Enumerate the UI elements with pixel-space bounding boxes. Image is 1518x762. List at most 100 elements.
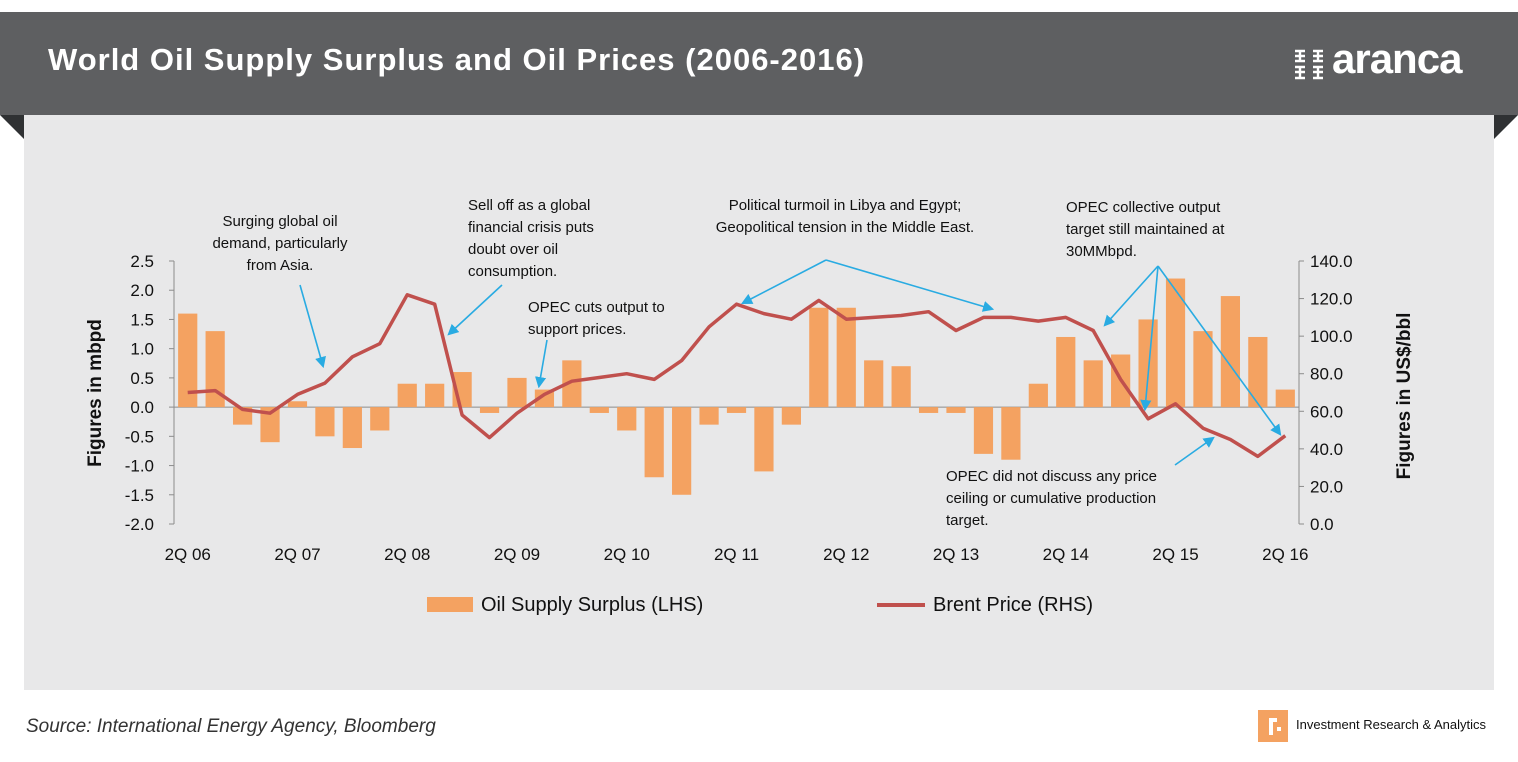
surplus-bar	[1193, 331, 1213, 408]
left-tick-label: 0.5	[130, 369, 154, 388]
annotation-arrow	[1174, 436, 1215, 466]
surplus-bar	[1138, 319, 1158, 408]
surplus-bar	[260, 407, 280, 443]
right-tick-label: 0.0	[1310, 515, 1334, 534]
surplus-bar	[1220, 296, 1241, 408]
aranca-mark-icon	[1258, 710, 1288, 742]
right-tick-label: 20.0	[1310, 477, 1343, 496]
x-tick-label: 2Q 10	[604, 545, 650, 564]
combo-chart: 2.5 2.0 1.5 1.0 0.5 0.0 -0.5 -1.0 -1.5 -2.0 140.0 1…	[85, 197, 1415, 616]
left-tick-label: -0.5	[125, 427, 154, 446]
surplus-bar	[178, 313, 198, 408]
logo-wordmark: aranca	[1332, 35, 1462, 82]
x-tick-label: 2Q 14	[1043, 545, 1089, 564]
left-tick-label: -1.5	[125, 486, 154, 505]
brand-tagline: Investment Research & Analytics	[1296, 717, 1487, 732]
annotation-text: 30MMbpd.	[1066, 243, 1137, 260]
annotation-arrow	[1157, 265, 1282, 436]
surplus-bar	[1165, 278, 1186, 408]
aranca-mark-icon	[1295, 49, 1323, 80]
legend-label-surplus: Oil Supply Surplus (LHS)	[481, 594, 703, 616]
annotation-text: ceiling or cumulative production	[946, 490, 1156, 507]
surplus-bar	[672, 407, 692, 495]
x-tick-label: 2Q 07	[274, 545, 320, 564]
x-tick-label: 2Q 11	[714, 545, 759, 564]
annotation-text: OPEC cuts output to	[528, 299, 665, 316]
x-tick-label: 2Q 12	[823, 545, 869, 564]
left-tick-label: -1.0	[125, 457, 154, 476]
right-tick-label: 40.0	[1310, 440, 1343, 459]
surplus-bar	[644, 407, 664, 478]
y-axis-title-left: Figures in mbpd	[85, 319, 106, 467]
surplus-bar	[726, 407, 747, 413]
annotation-text: demand, particularly	[212, 235, 348, 252]
header-bar: World Oil Supply Surplus and Oil Prices …	[0, 12, 1518, 115]
x-tick-label: 2Q 15	[1152, 545, 1198, 564]
annotation-text: consumption.	[468, 263, 557, 280]
ribbon-fold-right	[1494, 115, 1518, 139]
annotation-text: target still maintained at	[1066, 221, 1225, 238]
left-tick-label: 1.5	[130, 310, 154, 329]
annotation-text: target.	[946, 512, 989, 529]
x-tick-label: 2Q 13	[933, 545, 979, 564]
annotation-arrow	[741, 259, 827, 305]
brent-price-line	[187, 293, 1287, 459]
surplus-bar	[370, 407, 390, 431]
surplus-bar	[973, 407, 994, 454]
right-tick-label: 120.0	[1310, 290, 1353, 309]
source-note: Source: International Energy Agency, Blo…	[26, 716, 436, 737]
surplus-bar	[342, 407, 362, 449]
annotation-text: doubt over oil	[468, 241, 558, 258]
annotation-text: financial crisis puts	[468, 219, 594, 236]
x-tick-label: 2Q 09	[494, 545, 540, 564]
surplus-bar	[864, 360, 884, 408]
left-tick-label: 2.5	[130, 252, 154, 271]
surplus-bar	[754, 407, 774, 472]
surplus-bar	[1001, 407, 1021, 460]
ribbon-fold-left	[0, 115, 24, 139]
surplus-bar	[809, 307, 829, 408]
surplus-bar	[315, 407, 335, 437]
left-tick-label: 1.0	[130, 340, 154, 359]
x-tick-label: 2Q 06	[165, 545, 211, 564]
surplus-bar	[1028, 383, 1048, 408]
annotation-arrow	[1140, 265, 1159, 412]
annotation-arrow	[825, 259, 995, 312]
annotation-arrow	[1103, 265, 1159, 327]
x-tick-label: 2Q 08	[384, 545, 430, 564]
surplus-bar	[699, 407, 719, 425]
surplus-bar	[946, 407, 966, 413]
page-title: World Oil Supply Surplus and Oil Prices …	[48, 42, 866, 77]
right-tick-label: 140.0	[1310, 252, 1353, 271]
surplus-bar	[617, 407, 637, 431]
surplus-bar	[205, 331, 225, 408]
surplus-bar	[562, 360, 582, 408]
surplus-bar	[507, 377, 527, 408]
surplus-bar	[918, 407, 939, 413]
surplus-bar	[1083, 360, 1103, 408]
left-tick-label: 2.0	[130, 281, 154, 300]
surplus-bar	[397, 383, 417, 408]
annotation-text: Sell off as a global	[468, 197, 590, 214]
annotation-text: OPEC collective output	[1066, 199, 1221, 216]
surplus-bar	[425, 383, 445, 408]
annotation-text: support prices.	[528, 321, 626, 338]
annotation-text: Political turmoil in Libya and Egypt;	[729, 197, 962, 214]
surplus-bar	[1275, 389, 1295, 408]
annotation-arrow	[299, 284, 326, 369]
annotation-arrow	[535, 339, 548, 389]
surplus-bar	[589, 407, 609, 413]
right-tick-label: 100.0	[1310, 327, 1353, 346]
annotation-text: Surging global oil	[222, 213, 337, 230]
surplus-bar	[287, 401, 308, 408]
surplus-bar	[479, 407, 500, 413]
surplus-bar	[1056, 336, 1076, 408]
surplus-bar	[781, 407, 801, 425]
y-axis-title-right: Figures in US$/bbl	[1394, 313, 1415, 480]
surplus-bar	[836, 307, 856, 408]
legend-label-brent: Brent Price (RHS)	[933, 594, 1093, 616]
right-tick-label: 60.0	[1310, 402, 1343, 421]
left-tick-label: -2.0	[125, 515, 154, 534]
right-tick-label: 80.0	[1310, 365, 1343, 384]
annotation-text: from Asia.	[247, 257, 314, 274]
